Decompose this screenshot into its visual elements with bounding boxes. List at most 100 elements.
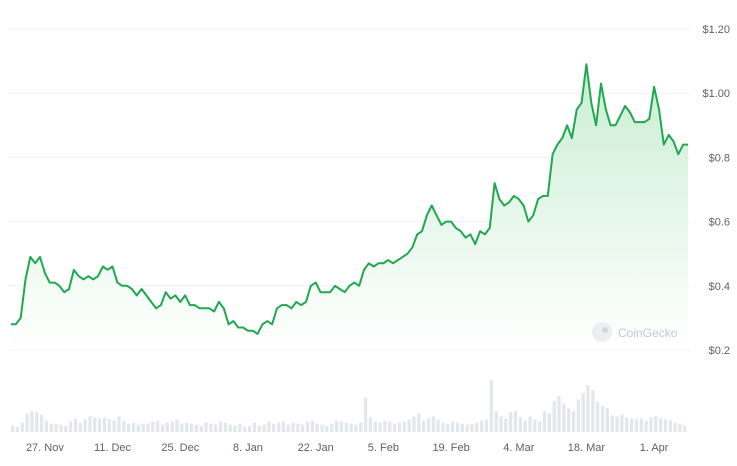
volume-bar [625, 417, 629, 432]
volume-bar [397, 422, 402, 432]
volume-bar [243, 426, 247, 432]
volume-bar [552, 400, 556, 432]
volume-bar [475, 422, 479, 432]
volume-bar [233, 425, 237, 432]
y-tick-label: $0.6 [709, 217, 730, 229]
x-tick-label: 27. Nov [26, 442, 64, 454]
volume-bar [277, 422, 281, 432]
volume-bar [83, 419, 87, 432]
volume-bar [557, 395, 561, 432]
volume-bar [601, 406, 605, 432]
volume-bar [373, 421, 377, 432]
volume-bar [112, 420, 116, 432]
volume-bar [315, 423, 319, 432]
volume-bar [470, 423, 474, 432]
volume-bar [194, 424, 198, 432]
volume-bar [581, 393, 585, 432]
volume-bar [513, 411, 518, 432]
volume-bar [310, 420, 314, 432]
volume-bar [40, 414, 44, 432]
volume-bar [15, 426, 19, 432]
volume-bar [286, 424, 290, 432]
volume-bar [378, 422, 382, 432]
volume-bar [591, 390, 595, 432]
volume-bar [25, 413, 29, 432]
volume-bar [484, 419, 489, 432]
volume-bar [359, 422, 363, 432]
x-tick-label: 1. Apr [640, 442, 669, 454]
volume-bar [610, 415, 614, 432]
y-tick-label: $1.00 [702, 88, 730, 100]
price-line-path [11, 63, 688, 335]
volume-bar [141, 423, 145, 432]
volume-bar [412, 416, 416, 432]
volume-bar [281, 421, 285, 432]
volume-bar [455, 422, 460, 432]
volume-bar [499, 416, 503, 432]
volume-bar [257, 425, 261, 432]
volume-bar [460, 423, 464, 432]
volume-bar [117, 416, 121, 432]
volume-bar [335, 420, 339, 432]
volume-bar [673, 422, 677, 432]
volume-bar [678, 423, 682, 432]
volume-bar [49, 423, 53, 432]
volume-bar [586, 385, 590, 432]
volume-bar [102, 417, 107, 432]
volume-bar [199, 425, 203, 432]
volume-bar [151, 421, 155, 432]
x-tick-label: 22. Jan [298, 442, 334, 454]
volume-bar [296, 423, 300, 432]
y-tick-label: $0.4 [709, 281, 730, 293]
volume-bar [494, 411, 498, 432]
volume-bar [136, 424, 140, 432]
volume-bar [175, 419, 179, 432]
volume-bar [441, 422, 445, 432]
volume-bar [73, 418, 78, 432]
volume-bar [180, 423, 184, 432]
volume-bar [615, 416, 619, 432]
volume-bar [301, 424, 305, 432]
volume-bar [383, 420, 387, 432]
volume-bar [272, 423, 276, 432]
volume-bar [44, 420, 48, 432]
volume-bar [247, 425, 252, 432]
x-tick-label: 25. Dec [161, 442, 199, 454]
volume-bar [35, 412, 39, 432]
volume-bar [69, 421, 73, 432]
volume-bar [93, 417, 97, 432]
volume-bar [64, 425, 68, 432]
x-tick-label: 11. Dec [94, 442, 132, 454]
volume-bar [426, 418, 431, 432]
volume-bar [562, 403, 566, 432]
volume-bar [223, 422, 227, 432]
y-tick-label: $0.2 [709, 345, 730, 357]
volume-bar [533, 419, 537, 432]
volume-bar [218, 421, 223, 432]
volume-bar [339, 421, 343, 432]
volume-bar [330, 423, 334, 432]
volume-bar [407, 419, 411, 432]
x-tick-label: 5. Feb [368, 442, 399, 454]
volume-bar [368, 417, 372, 432]
volume-bar [649, 417, 653, 432]
volume-bar [189, 423, 194, 432]
volume-bar [306, 421, 310, 432]
volume-bar [654, 416, 658, 432]
volume-bar [417, 413, 421, 432]
volume-bar [11, 425, 15, 432]
volume-bar [402, 421, 406, 432]
volume-bar [98, 418, 102, 432]
volume-bar [78, 422, 82, 432]
volume-bar [644, 420, 648, 432]
volume-bar [214, 424, 218, 432]
volume-bar [683, 425, 687, 432]
volume-bar [88, 416, 92, 432]
volume-bar [547, 413, 551, 432]
volume-bar [422, 420, 426, 432]
volume-bar [228, 424, 232, 432]
volume-bar [480, 420, 484, 432]
volume-bar [620, 414, 624, 432]
volume-bar [252, 422, 256, 432]
volume-bar [160, 424, 165, 432]
